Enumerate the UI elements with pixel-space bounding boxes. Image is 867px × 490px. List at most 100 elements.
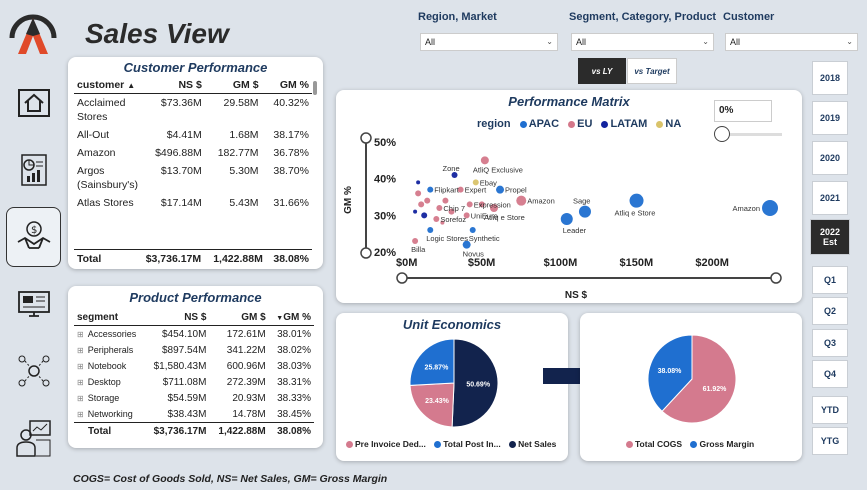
expand-icon[interactable]: ⊞ [77,361,84,371]
scatter-point[interactable] [440,220,445,225]
x-tick-label: $0M [396,257,417,269]
scatter-point[interactable] [466,201,473,208]
segment-column-header[interactable]: segment [74,310,144,326]
scatter-point[interactable] [436,205,443,211]
ns-column-header[interactable]: NS $ [144,310,210,326]
table-row[interactable]: Acclaimed Stores $73.36M 29.58M 40.32% [74,94,312,127]
segment-label: Notebook [87,360,127,371]
scatter-point[interactable] [424,197,431,204]
x-axis-slider-handle-right[interactable] [770,272,782,284]
scatter-point[interactable] [448,208,455,215]
scatter-point[interactable] [516,195,527,206]
table-row[interactable]: ⊞ Notebook $1,580.43M 600.96M 38.03% [74,358,314,374]
quarter-button-q2[interactable]: Q2 [812,297,848,325]
pie-slice[interactable] [451,338,499,428]
ns-column-header[interactable]: NS $ [140,77,205,94]
year-button-2018[interactable]: 2018 [812,61,848,95]
scatter-point[interactable] [415,190,422,197]
x-axis-slider-handle-left[interactable] [396,272,408,284]
table-row[interactable]: ⊞ Peripherals $897.54M 341.22M 38.02% [74,342,314,358]
scatter-point[interactable] [478,201,485,208]
y-axis-slider-handle-bottom[interactable] [360,247,372,259]
x-tick-label: $100M [544,257,578,269]
table-row[interactable]: ⊞ Storage $54.59M 20.93M 38.33% [74,390,314,406]
scatter-point[interactable] [762,200,778,216]
scatter-point[interactable] [496,185,505,194]
scatter-point[interactable] [480,156,489,165]
table-row[interactable]: ⊞ Desktop $711.08M 272.39M 38.31% [74,374,314,390]
table-row[interactable]: Atlas Stores $17.14M 5.43M 31.66% [74,194,312,212]
scatter-point[interactable] [629,193,644,208]
region-dropdown[interactable]: All ⌄ [420,33,558,51]
nav-sales-button[interactable]: $ [6,207,61,267]
expand-icon[interactable]: ⊞ [77,377,84,387]
gm-column-header[interactable]: GM $ [209,310,269,326]
legend-dot-apac [519,120,527,128]
period-button-ytd[interactable]: YTD [812,396,848,424]
scatter-point[interactable] [463,212,470,219]
scatter-point[interactable] [451,172,458,178]
scatter-point[interactable] [433,216,440,222]
table-row[interactable]: ⊞ Accessories $454.10M 172.61M 38.01% [74,326,314,343]
expand-icon[interactable]: ⊞ [77,345,84,355]
quarter-button-q4[interactable]: Q4 [812,360,848,388]
customer-column-header[interactable]: customer ▲ [74,77,141,94]
pie-slice[interactable] [409,338,455,386]
scatter-point[interactable] [457,186,464,193]
scatter-point[interactable] [462,240,471,249]
gm-column-header[interactable]: GM $ [204,77,262,94]
table-row[interactable]: All-Out $4.41M 1.68M 38.17% [74,126,312,144]
segment-label: Networking [87,408,133,419]
expand-icon[interactable]: ⊞ [77,329,84,339]
scatter-point[interactable] [427,186,434,193]
nav-executive-button[interactable] [6,408,61,468]
expand-icon[interactable]: ⊞ [77,409,84,419]
scatter-point[interactable] [418,201,425,208]
gm-pct-column-header[interactable]: GM % [261,77,312,94]
vs-ly-toggle[interactable]: vs LY [578,58,626,84]
quarter-button-q3[interactable]: Q3 [812,329,848,357]
scatter-point[interactable] [472,179,479,186]
nav-supply-chain-button[interactable] [6,341,61,401]
customer-dropdown[interactable]: All ⌄ [725,33,858,51]
y-axis-slider-handle-top[interactable] [360,132,372,144]
pie-slice[interactable] [661,334,737,424]
gm-pct-column-header[interactable]: ▼GM % [268,310,314,326]
table-row[interactable]: Amazon $496.88M 182.77M 36.78% [74,144,312,162]
scatter-point[interactable] [489,204,498,212]
customer-table-scrollbar[interactable] [313,81,317,95]
year-button-2022-est[interactable]: 2022 Est [810,219,850,255]
scatter-point[interactable] [442,197,449,204]
legend-dot [346,441,353,449]
segment-dropdown[interactable]: All ⌄ [571,33,714,51]
quarter-button-q1[interactable]: Q1 [812,266,848,294]
year-button-2019[interactable]: 2019 [812,101,848,135]
expand-icon[interactable]: ⊞ [77,393,84,403]
period-button-ytg[interactable]: YTG [812,427,848,455]
gm-threshold-slider-handle[interactable] [714,126,730,142]
year-button-2020[interactable]: 2020 [812,141,848,175]
nav-finance-button[interactable] [6,140,61,200]
sort-desc-icon: ▼ [276,315,284,322]
scatter-point[interactable] [578,205,591,218]
scatter-point[interactable] [421,212,428,219]
gm-threshold-input[interactable]: 0% [714,100,772,122]
scatter-point[interactable] [413,209,418,214]
y-tick-label: 50% [374,137,396,149]
scatter-point[interactable] [469,227,476,233]
year-button-2021[interactable]: 2021 [812,181,848,215]
region-dropdown-value: All [425,37,436,47]
customer-filter-label: Customer [723,11,775,23]
pie-slice[interactable] [409,382,455,428]
table-row[interactable]: ⊞ Networking $38.43M 14.78M 38.45% [74,406,314,423]
nav-home-button[interactable] [6,73,61,133]
table-row[interactable]: Argos (Sainsbury's) $13.70M 5.30M 38.70% [74,162,312,194]
vs-target-toggle[interactable]: vs Target [627,58,677,84]
pie-slice[interactable] [647,334,693,412]
scatter-point[interactable] [427,227,434,233]
scatter-point[interactable] [560,213,573,225]
point-label: Atliq e Store [615,209,656,218]
scatter-point[interactable] [416,180,421,185]
scatter-point[interactable] [412,238,419,244]
nav-marketing-button[interactable] [6,274,61,334]
